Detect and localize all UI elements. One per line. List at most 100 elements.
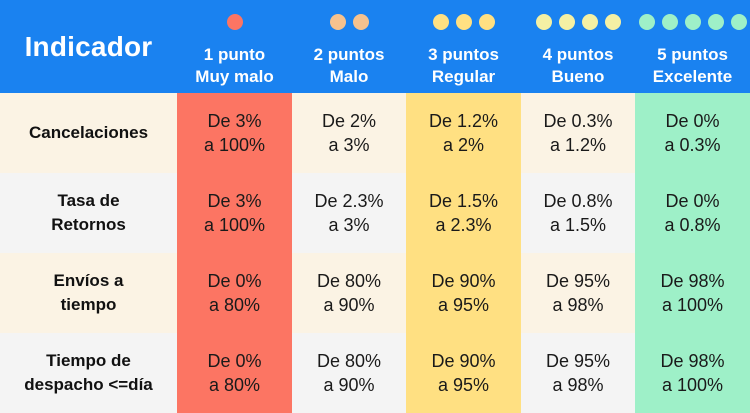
range-start: De 80% bbox=[316, 271, 382, 291]
range-end: a 98% bbox=[552, 375, 604, 395]
table-cell: De 3% a 100% bbox=[177, 173, 292, 253]
range-end: a 3% bbox=[328, 135, 370, 155]
table-cell: De 0% a 0.8% bbox=[635, 173, 750, 253]
header-points: 3 puntos bbox=[428, 44, 499, 64]
range-end: a 80% bbox=[208, 375, 261, 395]
table-cell: De 95% a 98% bbox=[521, 333, 635, 413]
table-cell: De 1.5% a 2.3% bbox=[406, 173, 521, 253]
header-points: 5 puntos bbox=[657, 44, 728, 64]
range-start: De 90% bbox=[431, 351, 496, 371]
header-rating: Excelente bbox=[652, 66, 733, 86]
range-end: a 0.3% bbox=[664, 135, 721, 155]
table-cell: De 3% a 100% bbox=[177, 93, 292, 173]
range-start: De 0% bbox=[207, 351, 262, 371]
rating-dots bbox=[226, 13, 243, 30]
range-end: a 80% bbox=[208, 295, 261, 315]
header-points: 4 puntos bbox=[542, 44, 614, 64]
row-label-tiempo-despacho: Tiempo de despacho <=día bbox=[0, 333, 177, 413]
header-rating: Malo bbox=[329, 66, 369, 86]
header-col-5: 5 puntos Excelente bbox=[635, 0, 750, 93]
range-start: De 98% bbox=[660, 271, 725, 291]
row-label-cancelaciones: Cancelaciones bbox=[0, 93, 177, 173]
table-cell: De 98% a 100% bbox=[635, 333, 750, 413]
header-indicator-cell: Indicador bbox=[0, 0, 177, 93]
range-start: De 0.3% bbox=[543, 111, 613, 131]
rating-dot-icon bbox=[226, 13, 243, 30]
range-start: De 95% bbox=[545, 351, 611, 371]
row-label-line2: Retornos bbox=[51, 215, 126, 234]
table-cell: De 0% a 80% bbox=[177, 333, 292, 413]
rating-dot-icon bbox=[730, 13, 747, 30]
range-start: De 0% bbox=[665, 111, 720, 131]
rating-dot-icon bbox=[638, 13, 655, 30]
table-cell: De 90% a 95% bbox=[406, 253, 521, 333]
range-start: De 98% bbox=[660, 351, 725, 371]
rating-dots bbox=[535, 13, 621, 30]
range-start: De 0% bbox=[207, 271, 262, 291]
range-end: a 100% bbox=[661, 295, 724, 315]
header-col-2: 2 puntos Malo bbox=[292, 0, 406, 93]
rating-dot-icon bbox=[707, 13, 724, 30]
header-col-1: 1 punto Muy malo bbox=[177, 0, 292, 93]
table-cell: De 0.3% a 1.2% bbox=[521, 93, 635, 173]
range-end: a 1.5% bbox=[549, 215, 607, 235]
range-start: De 0% bbox=[665, 191, 720, 211]
table-cell: De 2.3% a 3% bbox=[292, 173, 406, 253]
rating-dots bbox=[329, 13, 369, 30]
table-cell: De 1.2% a 2% bbox=[406, 93, 521, 173]
table-cell: De 80% a 90% bbox=[292, 253, 406, 333]
range-start: De 95% bbox=[545, 271, 611, 291]
rating-dots bbox=[432, 13, 495, 30]
range-start: De 1.2% bbox=[428, 111, 499, 131]
table-cell: De 2% a 3% bbox=[292, 93, 406, 173]
table-cell: De 0% a 80% bbox=[177, 253, 292, 333]
range-start: De 3% bbox=[207, 191, 262, 211]
range-end: a 1.2% bbox=[549, 135, 607, 155]
row-label-line1: Envíos a bbox=[53, 271, 124, 290]
rating-dot-icon bbox=[661, 13, 678, 30]
range-start: De 1.5% bbox=[428, 191, 499, 211]
range-end: a 100% bbox=[203, 135, 266, 155]
row-label-line1: Tiempo de bbox=[46, 351, 131, 370]
table-cell: De 90% a 95% bbox=[406, 333, 521, 413]
table-cell: De 98% a 100% bbox=[635, 253, 750, 333]
rating-dot-icon bbox=[329, 13, 346, 30]
header-rating: Regular bbox=[431, 66, 496, 86]
table-cell: De 0.8% a 1.5% bbox=[521, 173, 635, 253]
rating-dot-icon bbox=[432, 13, 449, 30]
rating-dot-icon bbox=[581, 13, 598, 30]
rating-dot-icon bbox=[352, 13, 369, 30]
range-end: a 95% bbox=[437, 375, 490, 395]
row-label-line1: Cancelaciones bbox=[28, 123, 149, 142]
rating-dot-icon bbox=[604, 13, 621, 30]
row-label-line1: Tasa de bbox=[57, 191, 120, 210]
header-col-3: 3 puntos Regular bbox=[406, 0, 521, 93]
range-start: De 2% bbox=[321, 111, 377, 131]
range-end: a 98% bbox=[552, 295, 604, 315]
range-end: a 100% bbox=[661, 375, 724, 395]
range-end: a 3% bbox=[328, 215, 370, 235]
range-end: a 90% bbox=[323, 375, 375, 395]
table-cell: De 95% a 98% bbox=[521, 253, 635, 333]
range-start: De 90% bbox=[431, 271, 496, 291]
header-points: 2 puntos bbox=[313, 44, 385, 64]
range-end: a 90% bbox=[323, 295, 375, 315]
header-points: 1 punto bbox=[203, 44, 266, 64]
range-end: a 2% bbox=[442, 135, 485, 155]
rating-dot-icon bbox=[455, 13, 472, 30]
range-start: De 80% bbox=[316, 351, 382, 371]
header-col-4: 4 puntos Bueno bbox=[521, 0, 635, 93]
rating-dot-icon bbox=[478, 13, 495, 30]
rating-dots bbox=[638, 13, 747, 30]
rating-dot-icon bbox=[535, 13, 552, 30]
table-cell: De 80% a 90% bbox=[292, 333, 406, 413]
indicator-heading: Indicador bbox=[24, 30, 153, 62]
row-label-envios-tiempo: Envíos a tiempo bbox=[0, 253, 177, 333]
range-start: De 0.8% bbox=[543, 191, 613, 211]
rating-dot-icon bbox=[558, 13, 575, 30]
row-label-line2: tiempo bbox=[60, 295, 117, 314]
rating-dot-icon bbox=[684, 13, 701, 30]
table-cell: De 0% a 0.3% bbox=[635, 93, 750, 173]
range-end: a 100% bbox=[203, 215, 266, 235]
range-end: a 2.3% bbox=[435, 215, 492, 235]
